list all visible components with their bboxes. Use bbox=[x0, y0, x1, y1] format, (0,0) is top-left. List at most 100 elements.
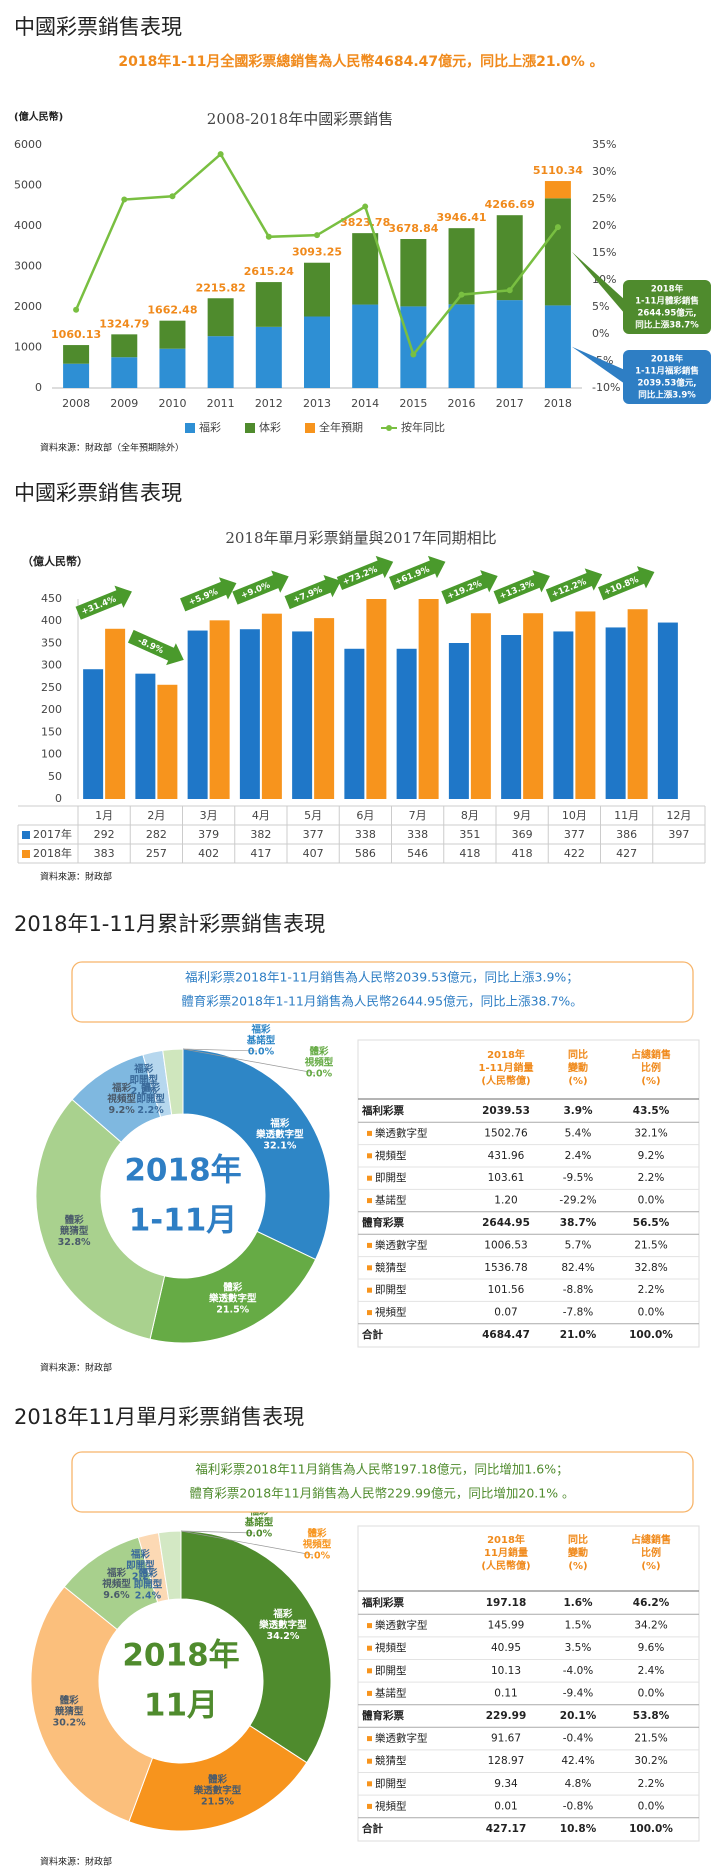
source: 資料來源：財政部（全年預期除外） bbox=[40, 442, 184, 454]
bar bbox=[575, 611, 596, 799]
slice-group: 福彩 bbox=[269, 1117, 290, 1129]
donut-center: 2018年 bbox=[124, 1153, 241, 1189]
table-cell: 82.4% bbox=[561, 1262, 594, 1274]
slice-label: 即開型 bbox=[134, 1578, 163, 1590]
x-tick-label: 2012 bbox=[255, 397, 283, 410]
x-tick-label: 2009 bbox=[110, 397, 138, 410]
summary-box-text: 體育彩票2018年11月銷售為人民幣229.99億元，同比增加20.1% 。 bbox=[189, 1486, 574, 1501]
table-header: 11月銷量 bbox=[484, 1546, 528, 1559]
table-value: 383 bbox=[94, 847, 115, 860]
table-cell: 30.2% bbox=[634, 1755, 667, 1767]
y-tick-label: 150 bbox=[41, 725, 62, 738]
line-point bbox=[362, 203, 369, 210]
table-cell: 197.18 bbox=[486, 1597, 527, 1609]
table-label: 即開型 bbox=[375, 1777, 407, 1790]
axis-label: （億人民幣） bbox=[22, 554, 88, 568]
table-cell: 2.2% bbox=[638, 1284, 665, 1296]
x-tick-label: 2018 bbox=[544, 397, 572, 410]
table-label: 合計 bbox=[361, 1822, 383, 1835]
x-tick-label: 11月 bbox=[614, 809, 639, 822]
bullet bbox=[367, 1153, 372, 1159]
slice-value: 0.0% bbox=[246, 1529, 273, 1540]
table-label: 基諾型 bbox=[375, 1686, 407, 1699]
table-cell: 9.2% bbox=[638, 1150, 665, 1162]
table-cell: 40.95 bbox=[491, 1642, 521, 1654]
y-tick-label: 6000 bbox=[14, 138, 42, 151]
bar bbox=[605, 627, 626, 799]
legend-label: 2017年 bbox=[33, 827, 72, 841]
x-tick-label: 7月 bbox=[409, 809, 427, 822]
x-tick-label: 3月 bbox=[200, 809, 218, 822]
table-cell: 0.0% bbox=[638, 1195, 665, 1207]
slice-value: 9.6% bbox=[103, 1590, 130, 1601]
x-tick-label: 2014 bbox=[351, 397, 379, 410]
y-tick-label: 2000 bbox=[14, 300, 42, 313]
callout-text: 1-11月體彩銷售 bbox=[635, 296, 699, 307]
table-value: 382 bbox=[250, 828, 271, 841]
bar bbox=[292, 631, 313, 799]
leader-line bbox=[182, 1048, 316, 1074]
table-value: 418 bbox=[459, 847, 480, 860]
summary-box-text: 福利彩票2018年1-11月銷售為人民幣2039.53億元，同比上漲3.9%； bbox=[185, 970, 579, 985]
summary-box-text: 福利彩票2018年11月銷售為人民幣197.18億元，同比增加1.6%； bbox=[195, 1462, 568, 1477]
table-cell: 229.99 bbox=[486, 1710, 527, 1722]
bar bbox=[157, 684, 178, 799]
table-cell: 2.2% bbox=[638, 1778, 665, 1790]
source: 資料來源：財政部 bbox=[40, 871, 112, 883]
donut-slice bbox=[30, 1586, 154, 1823]
callout-text: 2018年 bbox=[651, 284, 684, 295]
table-label: 視頻型 bbox=[375, 1799, 407, 1812]
x-tick-label: 5月 bbox=[304, 809, 322, 822]
slice-group: 福彩 bbox=[272, 1608, 293, 1620]
table-cell: 0.07 bbox=[494, 1307, 517, 1319]
y2-tick-label: 20% bbox=[592, 219, 616, 232]
table-cell: 101.56 bbox=[488, 1284, 525, 1296]
callout-text: 同比上漲38.7% bbox=[635, 320, 699, 331]
table-cell: 145.99 bbox=[488, 1620, 525, 1632]
y-tick-label: 100 bbox=[41, 748, 62, 761]
chart-title: 2018年單月彩票銷量與2017年同期相比 bbox=[225, 529, 496, 547]
bar bbox=[239, 629, 260, 799]
bar bbox=[314, 618, 335, 799]
slice-group: 福彩 bbox=[111, 1082, 132, 1094]
table-cell: 91.67 bbox=[491, 1733, 521, 1745]
slice-value: 21.5% bbox=[201, 1797, 234, 1808]
source: 資料來源：財政部 bbox=[40, 1856, 112, 1868]
slice-value: 32.1% bbox=[263, 1140, 296, 1151]
table-cell: 46.2% bbox=[633, 1597, 670, 1609]
bar bbox=[352, 304, 379, 388]
arrow bbox=[389, 555, 446, 590]
bar bbox=[366, 599, 387, 799]
x-tick-label: 1月 bbox=[95, 809, 113, 822]
table-cell: 21.5% bbox=[634, 1733, 667, 1745]
line-point bbox=[554, 224, 561, 231]
arrow bbox=[127, 629, 184, 666]
bullet bbox=[367, 1645, 372, 1651]
legend-swatch bbox=[245, 423, 255, 433]
table-header: (%) bbox=[568, 1561, 587, 1572]
table-cell: 34.2% bbox=[634, 1620, 667, 1632]
table-label: 即開型 bbox=[375, 1283, 407, 1296]
table-cell: 103.61 bbox=[488, 1172, 525, 1184]
bar bbox=[111, 334, 138, 358]
y2-tick-label: -10% bbox=[592, 381, 620, 394]
table-value: 546 bbox=[407, 847, 428, 860]
leader-line bbox=[180, 1530, 314, 1556]
bar bbox=[159, 320, 186, 349]
bar bbox=[111, 357, 138, 388]
table-cell: 53.8% bbox=[633, 1710, 670, 1722]
slice-value: 2.2% bbox=[137, 1105, 164, 1116]
y-tick-label: 0 bbox=[55, 792, 62, 805]
table-value: 422 bbox=[564, 847, 585, 860]
arrow bbox=[441, 570, 498, 605]
y2-tick-label: 15% bbox=[592, 246, 616, 259]
y-tick-label: 450 bbox=[41, 592, 62, 605]
bar bbox=[400, 306, 427, 388]
slice-value: 9.2% bbox=[108, 1105, 135, 1116]
arrow bbox=[598, 566, 655, 601]
table-label: 樂透數字型 bbox=[375, 1619, 428, 1632]
slice-label: 競猜型 bbox=[55, 1705, 84, 1717]
heading: 2018年11月單月彩票銷售表現 bbox=[14, 1405, 304, 1429]
bar bbox=[544, 305, 571, 388]
